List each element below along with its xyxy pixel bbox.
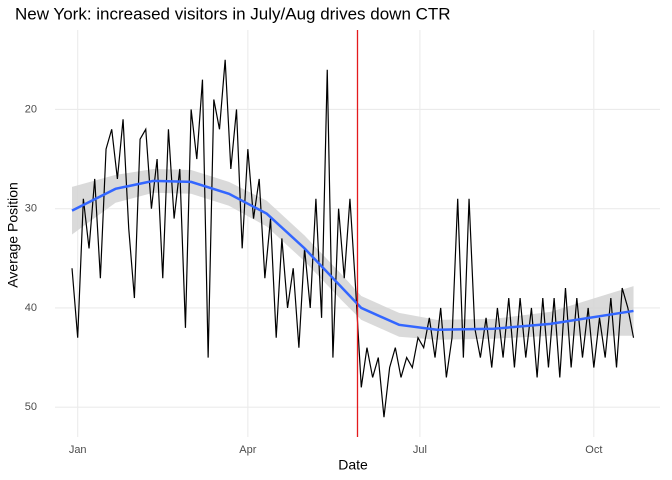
data-line xyxy=(71,59,635,418)
y-axis-label: Average Position xyxy=(5,182,21,288)
y-tick-label: 40 xyxy=(25,302,37,314)
x-axis-label: Date xyxy=(338,457,368,473)
x-tick-label: Jul xyxy=(413,444,427,456)
x-tick-label: Apr xyxy=(239,444,256,456)
y-tick-label: 50 xyxy=(25,401,37,413)
chart-title: New York: increased visitors in July/Aug… xyxy=(15,4,451,23)
confidence-band xyxy=(72,168,634,340)
x-tick-label: Oct xyxy=(585,444,602,456)
y-tick-label: 20 xyxy=(25,103,37,115)
x-tick-label: Jan xyxy=(69,444,87,456)
y-tick-label: 30 xyxy=(25,203,37,215)
smooth-line xyxy=(71,179,634,332)
